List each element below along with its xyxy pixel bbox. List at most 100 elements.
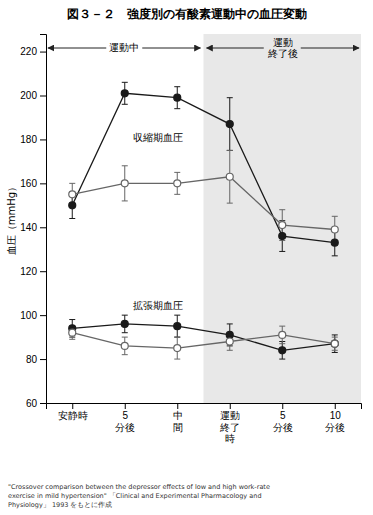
error-bar [279,210,285,241]
y-tick-label: 120 [20,266,37,277]
x-tick-mark [72,403,73,409]
phase-label-bg [264,36,301,60]
error-bar-cap [279,359,285,360]
y-tick-mark [40,403,46,404]
x-tick-label-line: 分後 [115,422,135,433]
y-tick-label: 100 [20,310,37,321]
error-bar-cap [122,200,128,201]
error-bar [279,326,285,344]
error-bar-cap [174,86,180,87]
error-bar-cap [279,343,285,344]
annotations: 収縮期血圧拡張期血圧運動中運動終了後 [48,36,359,312]
y-tick-label: 180 [20,134,37,145]
error-bar-cap [227,150,233,151]
x-tick-label-line: 5 [280,410,286,421]
point [174,180,181,187]
point [331,340,338,347]
x-tick-mark [335,403,336,409]
phase-label-line: 終了後 [267,48,298,59]
error-bar-cap [332,337,338,338]
x-tick: 中間 [173,403,183,433]
error-bar-cap [332,350,338,351]
y-axis: 6080100120140160180200220 [20,35,46,409]
x-tick-mark [125,403,126,409]
y-tick-label: 200 [20,90,37,101]
point [174,94,181,101]
error-bar-cap [122,354,128,355]
footer: "Crossover comparison between the depres… [8,483,270,509]
error-bar-cap [332,352,338,353]
error-bar [332,335,338,353]
y-axis-line [40,35,47,404]
error-bar [122,337,128,355]
error-bar-cap [332,334,338,335]
point [121,90,128,97]
y-tick-label: 220 [20,46,37,57]
error-bar-cap [122,104,128,105]
point [121,180,128,187]
point [279,222,286,229]
phase-label: 運動終了後 [267,37,298,59]
x-tick: 安静時 [58,403,88,421]
point [174,323,181,330]
error-bar-cap [174,337,180,338]
y-tick: 220 [20,46,46,57]
point [69,202,76,209]
point [226,173,233,180]
point [226,338,233,345]
x-tick-label: 安静時 [58,410,88,421]
y-tick-mark [40,315,46,316]
y-tick-mark [40,139,46,140]
y-tick: 120 [20,266,46,277]
point [331,340,338,347]
error-bar-cap [174,172,180,173]
x-tick-label-line: 時 [225,433,235,444]
error-bar-cap [279,251,285,252]
footer-line: "Crossover comparison between the depres… [8,483,270,491]
error-bar-cap [279,209,285,210]
error-bar-cap [69,339,75,340]
y-tick: 200 [20,90,46,101]
y-tick-mark [40,96,46,97]
x-tick-label-line: 運動 [220,410,240,421]
point [69,329,76,336]
error-bar [122,166,128,201]
x-tick: 5分後 [273,403,293,433]
point [226,331,233,338]
annotation: 拡張期血圧 [133,300,183,311]
error-bar-cap [69,218,75,219]
x-tick-label-line: 安静時 [58,410,88,421]
error-bar-cap [174,315,180,316]
y-tick-mark [40,359,46,360]
error-bar-cap [122,315,128,316]
phase-label-line: 運動 [273,37,293,48]
point [331,226,338,233]
x-tick: 10分後 [325,403,345,433]
y-tick: 100 [20,310,46,321]
error-bar [69,320,75,338]
y-tick-label: 160 [20,178,37,189]
y-tick-mark [40,52,46,53]
error-bar-cap [122,337,128,338]
error-bar-cap [174,194,180,195]
plot-area [69,82,339,359]
point [331,239,338,246]
y-tick-mark [40,183,46,184]
point [226,121,233,128]
point [121,320,128,327]
title: 図３－２ 強度別の有酸素運動中の血圧変動 [67,7,307,21]
x-tick-label-line: 分後 [273,422,293,433]
error-bar-cap [174,359,180,360]
error-bar-cap [69,183,75,184]
y-axis-title: 血圧（mmHg） [6,182,17,255]
error-bar [227,150,233,203]
phase-label: 運動中 [109,42,139,53]
error-bar [174,172,180,194]
error-bar [332,337,338,350]
error-bar [122,82,128,104]
chart: 図３－２ 強度別の有酸素運動中の血圧変動60801001201401601802… [0,0,373,515]
error-bar [174,87,180,109]
error-bar-cap [122,332,128,333]
x-tick-label: 運動終了時 [219,410,240,444]
error-bar [227,324,233,346]
